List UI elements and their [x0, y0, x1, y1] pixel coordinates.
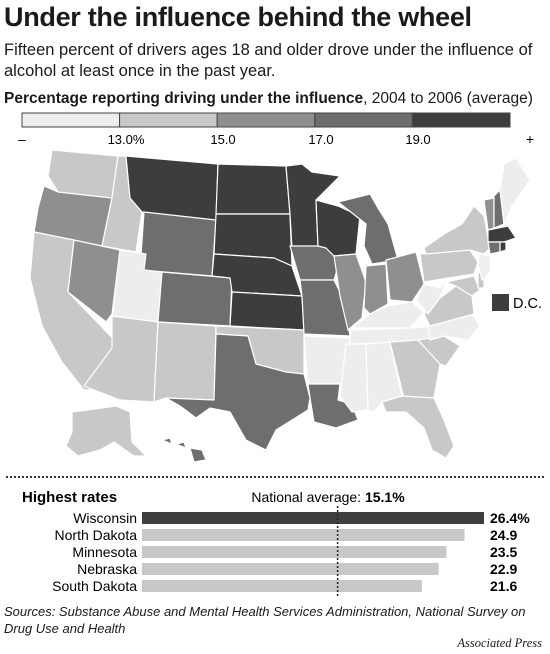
chart-title: Highest rates: [22, 489, 117, 506]
state-nevada: [67, 239, 121, 323]
dc-swatch: [492, 294, 509, 311]
state-new-jersey: [477, 253, 491, 281]
state-maine: [499, 157, 531, 225]
bar-value-2: 23.5: [490, 544, 517, 560]
bar-label-0: Wisconsin: [73, 510, 137, 526]
national-average-text: National average:: [251, 489, 361, 505]
credit: Associated Press: [457, 636, 542, 650]
color-legend: – 13.0% 15.0 17.0 19.0 +: [18, 112, 534, 147]
bar-1: [142, 529, 465, 541]
legend-tick-3: 19.0: [405, 132, 430, 147]
state-wyoming: [139, 211, 217, 277]
state-new-mexico: [153, 321, 217, 403]
legend-swatch-4: [411, 112, 511, 128]
legend-swatch-1: [119, 112, 218, 128]
state-colorado: [157, 271, 233, 327]
highest-rates-chart: Highest rates National average: 15.1% Wi…: [22, 489, 530, 597]
map-title-rest: , 2004 to 2006 (average): [363, 90, 533, 107]
state-illinois: [333, 253, 367, 331]
bar-2: [142, 546, 447, 558]
bar-label-2: Minnesota: [72, 544, 137, 560]
legend-tick-0: 13.0%: [108, 132, 145, 147]
state-florida: [381, 395, 455, 459]
state-texas: [165, 333, 311, 451]
national-average-value: 15.1%: [365, 489, 405, 505]
legend-tick-2: 17.0: [308, 132, 333, 147]
state-maryland: [445, 275, 481, 297]
legend-swatch-2: [216, 112, 316, 128]
bar-label-3: Nebraska: [77, 561, 137, 577]
headline: Under the influence behind the wheel: [4, 2, 472, 32]
state-mississippi: [339, 343, 369, 413]
state-georgia: [389, 339, 441, 399]
map-title-bold: Percentage reporting driving under the i…: [4, 90, 364, 107]
bar-value-1: 24.9: [490, 527, 517, 543]
state-ohio: [385, 251, 425, 303]
state-rhode-island: [499, 241, 507, 253]
legend-swatch-3: [314, 112, 413, 128]
legend-high-symbol: +: [526, 131, 534, 147]
map-title: Percentage reporting driving under the i…: [4, 90, 533, 108]
bar-value-0: 26.4%: [490, 510, 530, 526]
bar-value-4: 21.6: [490, 578, 517, 594]
bar-label-1: North Dakota: [55, 527, 138, 543]
state-connecticut: [487, 241, 501, 255]
dc-label: D.C.: [513, 296, 542, 312]
bar-value-3: 22.9: [490, 561, 517, 577]
legend-swatch-0: [21, 112, 121, 128]
section-divider: [6, 476, 544, 478]
state-new-york: [423, 205, 491, 255]
state-massachusetts: [487, 225, 517, 243]
state-washington: [47, 150, 119, 199]
state-north-dakota: [215, 163, 291, 215]
bar-3: [142, 563, 439, 575]
state-kansas: [229, 291, 305, 331]
state-alaska: [65, 405, 147, 457]
bar-label-4: South Dakota: [52, 578, 137, 594]
us-map: D.C.: [29, 150, 542, 463]
state-louisiana: [307, 383, 359, 429]
bar-0: [142, 512, 484, 524]
subhead: Fifteen percent of drivers ages 18 and o…: [4, 41, 533, 80]
national-average-label: National average: 15.1%: [251, 489, 405, 505]
sources-note: Sources: Substance Abuse and Mental Heal…: [4, 604, 526, 636]
bar-4: [142, 580, 422, 592]
state-hawaii: [161, 437, 207, 463]
legend-low-symbol: –: [18, 131, 26, 147]
state-indiana: [363, 263, 389, 315]
legend-tick-1: 15.0: [210, 132, 235, 147]
